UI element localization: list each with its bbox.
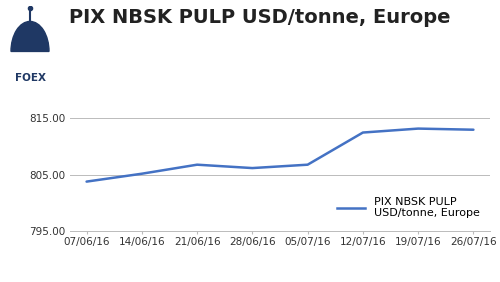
Text: PIX NBSK PULP USD/tonne, Europe: PIX NBSK PULP USD/tonne, Europe <box>69 8 451 27</box>
Wedge shape <box>11 21 49 51</box>
Text: FOEX: FOEX <box>14 73 46 83</box>
Legend: PIX NBSK PULP
USD/tonne, Europe: PIX NBSK PULP USD/tonne, Europe <box>333 192 484 223</box>
